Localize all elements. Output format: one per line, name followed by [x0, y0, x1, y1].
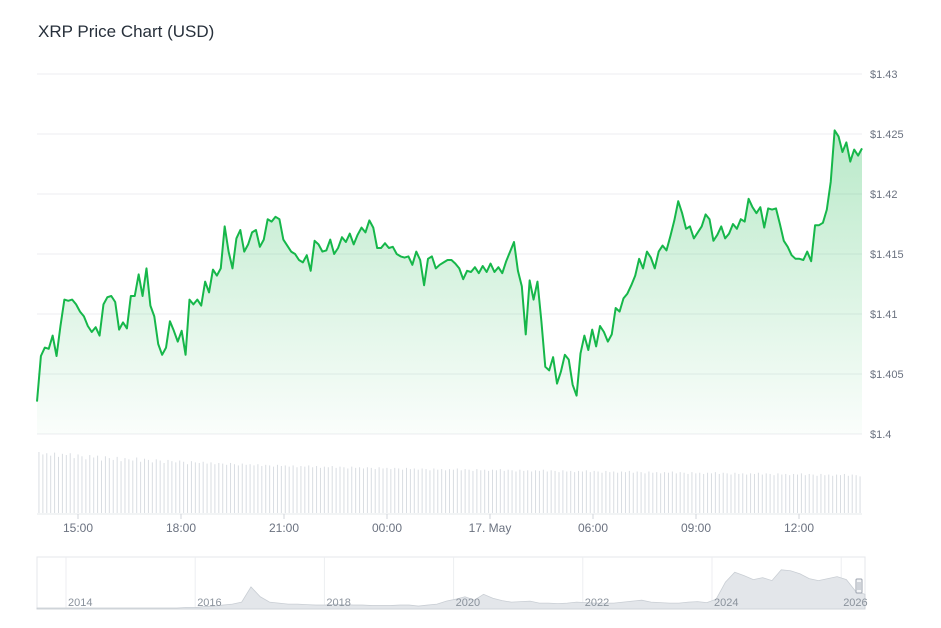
y-tick-label: $1.4 [870, 429, 891, 441]
x-tick-label: 18:00 [166, 521, 196, 535]
y-axis: $1.4 $1.405 $1.41 $1.415 $1.42 $1.425 $1.43 [870, 69, 904, 441]
chart-title: XRP Price Chart (USD) [38, 22, 215, 41]
x-tick-label: 09:00 [681, 521, 711, 535]
navigator[interactable]: 2014 2016 2018 2020 2022 2024 2026 [36, 556, 868, 610]
navigator-tick-label: 2022 [585, 597, 609, 609]
y-tick-label: $1.405 [870, 369, 904, 381]
navigator-tick-label: 2020 [456, 597, 480, 609]
y-tick-label: $1.41 [870, 309, 898, 321]
x-tick-label: 21:00 [269, 521, 299, 535]
navigator-range-handle[interactable] [855, 578, 863, 594]
y-tick-label: $1.425 [870, 129, 904, 141]
navigator-history-area [36, 569, 866, 610]
x-axis: 15:00 18:00 21:00 00:00 17. May 06:00 09:00 12:… [63, 514, 814, 535]
x-tick-label: 06:00 [578, 521, 608, 535]
navigator-tick-label: 2018 [326, 597, 350, 609]
navigator-tick-label: 2014 [68, 597, 92, 609]
x-tick-label: 12:00 [784, 521, 814, 535]
price-series-line[interactable] [36, 129, 863, 402]
navigator-tick-label: 2024 [714, 597, 738, 609]
navigator-tick-label: 2016 [197, 597, 221, 609]
y-tick-label: $1.415 [870, 249, 904, 261]
navigator-x-axis: 2014 2016 2018 2020 2022 2024 2026 [68, 597, 868, 609]
x-tick-label: 15:00 [63, 521, 93, 535]
x-tick-label: 00:00 [372, 521, 402, 535]
volume-bars [38, 452, 861, 513]
y-tick-label: $1.42 [870, 189, 898, 201]
navigator-tick-label: 2026 [843, 597, 867, 609]
y-tick-label: $1.43 [870, 69, 898, 81]
price-area-fill [37, 130, 862, 434]
x-tick-label: 17. May [469, 521, 512, 535]
